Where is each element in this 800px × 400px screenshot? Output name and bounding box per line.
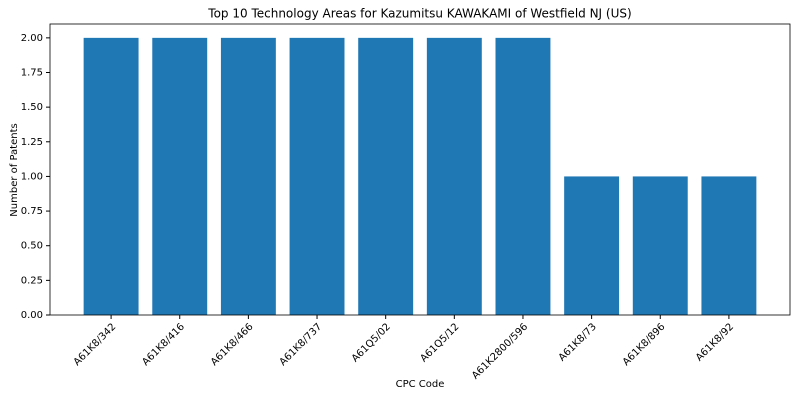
x-tick-label: A61K8/342 — [72, 321, 119, 368]
x-tick-label: A61Q5/12 — [418, 321, 461, 364]
y-tick-label: 2.00 — [21, 33, 43, 44]
chart-title: Top 10 Technology Areas for Kazumitsu KA… — [207, 7, 631, 21]
bar — [701, 176, 756, 315]
bar — [633, 176, 688, 315]
y-tick-label: 0.50 — [21, 241, 43, 252]
y-tick-label: 1.75 — [21, 68, 43, 79]
x-tick-label: A61K8/466 — [209, 321, 256, 368]
bar — [358, 38, 413, 315]
bar — [152, 38, 207, 315]
bar — [564, 176, 619, 315]
y-tick-label: 1.00 — [21, 171, 43, 182]
y-tick-label: 0.75 — [21, 206, 43, 217]
x-tick-label: A61Q5/02 — [350, 321, 393, 364]
bar — [84, 38, 139, 315]
y-tick-label: 0.25 — [21, 275, 43, 286]
bar — [496, 38, 551, 315]
y-tick-label: 0.00 — [21, 310, 43, 321]
bar — [427, 38, 482, 315]
x-tick-label: A61K8/896 — [621, 321, 668, 368]
y-tick-label: 1.50 — [21, 102, 43, 113]
y-axis-label: Number of Patents — [9, 123, 20, 216]
y-tick-label: 1.25 — [21, 137, 43, 148]
x-tick-label: A61K8/73 — [557, 321, 599, 363]
x-tick-label: A61K2800/596 — [470, 321, 530, 381]
bar — [221, 38, 276, 315]
x-tick-label: A61K8/416 — [140, 321, 187, 368]
x-axis-label: CPC Code — [396, 379, 445, 390]
bar — [290, 38, 345, 315]
x-tick-label: A61K8/737 — [278, 321, 325, 368]
x-tick-label: A61K8/92 — [694, 321, 736, 363]
chart: Top 10 Technology Areas for Kazumitsu KA… — [0, 0, 800, 400]
